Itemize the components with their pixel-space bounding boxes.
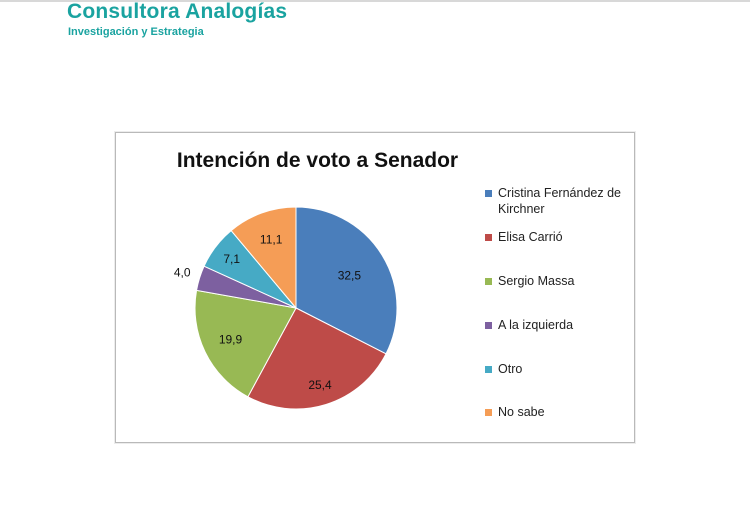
pie-data-label: 11,1 [260, 233, 283, 247]
top-divider [0, 0, 750, 2]
chart-title: Intención de voto a Senador [176, 149, 459, 172]
legend-swatch [485, 366, 492, 373]
legend-item: Elisa Carrió [485, 229, 628, 245]
legend-item: Sergio Massa [485, 273, 628, 289]
pie-data-label: 25,4 [308, 378, 332, 392]
legend-label: No sabe [498, 405, 545, 419]
legend-item: No sabe [485, 404, 628, 420]
legend-label: Sergio Massa [498, 274, 575, 288]
legend-swatch [485, 234, 492, 241]
pie-chart: 32,5 25,4 19,9 4,0 7,1 11,1 [174, 206, 398, 410]
legend-swatch [485, 278, 492, 285]
legend-item: Otro [485, 361, 628, 377]
legend-label: Cristina Fernández de Kirchner [498, 186, 621, 216]
legend-label: A la izquierda [498, 318, 574, 332]
pie-slice [295, 206, 398, 355]
legend-swatch [485, 322, 492, 329]
brand-tagline: Investigación y Estrategia [68, 26, 204, 38]
pie-data-label: 4,0 [174, 266, 191, 280]
legend-item: A la izquierda [485, 317, 628, 333]
pie-slice [230, 206, 297, 310]
chart-frame: 32,5 25,4 19,9 4,0 7,1 11,1 Intención de voto… [115, 132, 635, 443]
legend-item: Cristina Fernández de Kirchner [485, 185, 628, 217]
legend-label: Elisa Carrió [498, 230, 563, 244]
legend-label: Otro [498, 362, 523, 376]
pie-data-label: 32,5 [338, 268, 362, 282]
pie-data-label: 7,1 [223, 252, 240, 266]
legend-swatch [485, 190, 492, 197]
brand-title: Consultora Analogías [67, 0, 288, 23]
pie-data-label: 19,9 [219, 333, 243, 347]
pie-slice [194, 289, 297, 398]
legend-swatch [485, 409, 492, 416]
